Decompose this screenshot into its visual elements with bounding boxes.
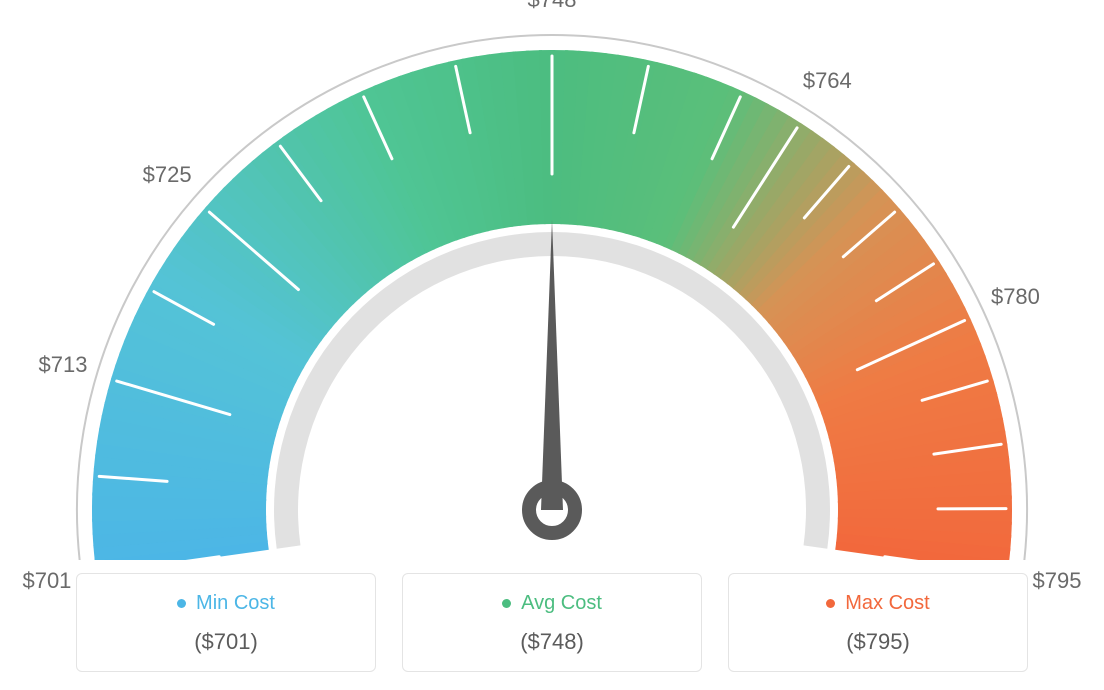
gauge-tick-label: $764 (803, 68, 852, 94)
cost-gauge-container: $701$713$725$748$764$780$795 Min Cost ($… (0, 0, 1104, 690)
legend-dot-max (826, 599, 835, 608)
gauge-tick-label: $748 (528, 0, 577, 13)
legend-label-avg: Avg Cost (521, 592, 602, 615)
legend-box-avg: Avg Cost ($748) (402, 573, 702, 672)
gauge-tick-label: $725 (143, 162, 192, 188)
legend-box-max: Max Cost ($795) (728, 573, 1028, 672)
legend-title-avg: Avg Cost (502, 592, 602, 615)
gauge-tick-label: $713 (39, 352, 88, 378)
legend-dot-min (177, 599, 186, 608)
legend-value-max: ($795) (739, 629, 1017, 655)
legend-title-max: Max Cost (826, 592, 929, 615)
legend-box-min: Min Cost ($701) (76, 573, 376, 672)
legend-value-avg: ($748) (413, 629, 691, 655)
legend-row: Min Cost ($701) Avg Cost ($748) Max Cost… (0, 573, 1104, 672)
legend-label-min: Min Cost (196, 592, 275, 615)
gauge-svg (0, 0, 1104, 560)
gauge-chart: $701$713$725$748$764$780$795 (0, 0, 1104, 560)
legend-label-max: Max Cost (845, 592, 929, 615)
legend-dot-avg (502, 599, 511, 608)
legend-value-min: ($701) (87, 629, 365, 655)
legend-title-min: Min Cost (177, 592, 275, 615)
gauge-tick-label: $780 (991, 284, 1040, 310)
